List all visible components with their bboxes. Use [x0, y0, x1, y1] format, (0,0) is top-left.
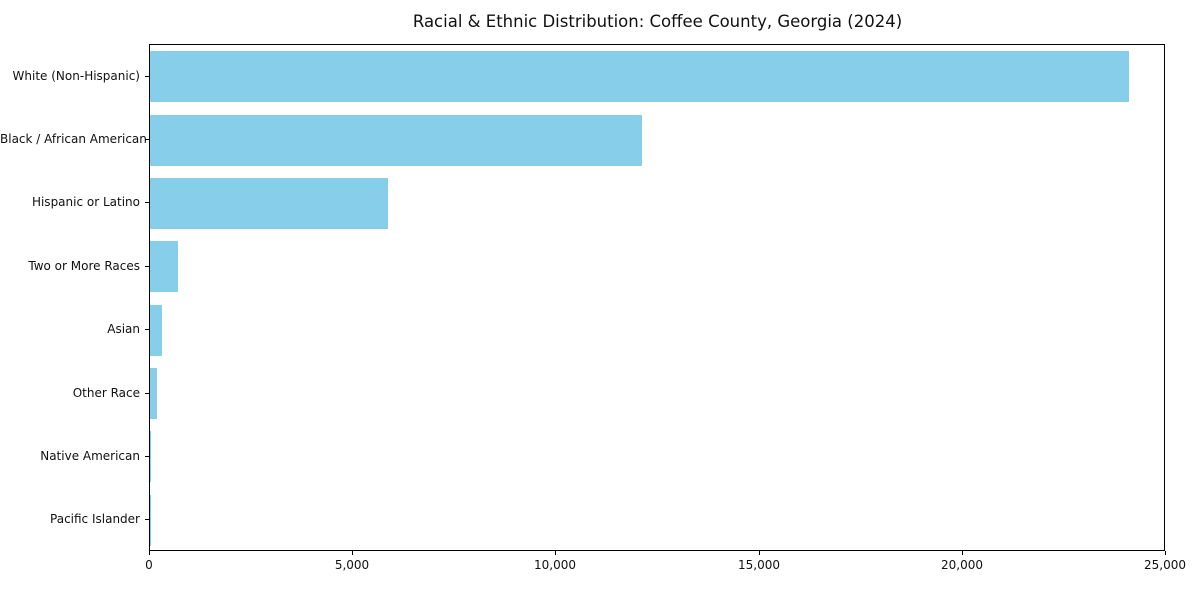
bar-other-race — [150, 368, 157, 420]
x-tick-label: 5,000 — [334, 558, 370, 572]
y-tick-mark — [145, 202, 149, 203]
y-axis-label: Other Race — [72, 385, 140, 400]
plot-area — [149, 44, 1165, 551]
y-tick-mark — [145, 76, 149, 77]
y-axis-label: White (Non-Hispanic) — [12, 68, 140, 83]
x-tick-mark — [555, 551, 556, 555]
x-tick-label: 15,000 — [738, 558, 780, 572]
x-tick-mark — [759, 551, 760, 555]
x-tick-label: 10,000 — [534, 558, 576, 572]
bar-black-african-american — [150, 114, 642, 166]
y-axis-label: Native American — [40, 448, 140, 463]
y-axis-label: Two or More Races — [28, 258, 140, 273]
x-tick-mark — [352, 551, 353, 555]
bar-native-american — [150, 431, 152, 483]
y-tick-mark — [145, 456, 149, 457]
y-axis-label: Asian — [107, 322, 140, 337]
x-tick-label: 20,000 — [941, 558, 983, 572]
chart-title: Racial & Ethnic Distribution: Coffee Cou… — [412, 12, 903, 31]
y-tick-mark — [145, 519, 149, 520]
bar-asian — [150, 304, 163, 356]
x-tick-mark — [1165, 551, 1166, 555]
y-axis-label: Hispanic or Latino — [31, 195, 140, 210]
y-tick-mark — [145, 139, 149, 140]
y-axis-label: Pacific Islander — [50, 512, 140, 527]
x-tick-label: 0 — [145, 558, 153, 572]
y-axis-label: Black / African American — [0, 132, 147, 147]
bar-hispanic-or-latino — [150, 177, 388, 229]
y-tick-mark — [145, 393, 149, 394]
y-tick-mark — [145, 329, 149, 330]
bar-white-non-hispanic — [150, 51, 1130, 103]
y-tick-mark — [145, 266, 149, 267]
x-tick-label: 25,000 — [1144, 558, 1186, 572]
x-tick-mark — [149, 551, 150, 555]
bar-two-or-more-races — [150, 241, 179, 293]
x-tick-mark — [962, 551, 963, 555]
